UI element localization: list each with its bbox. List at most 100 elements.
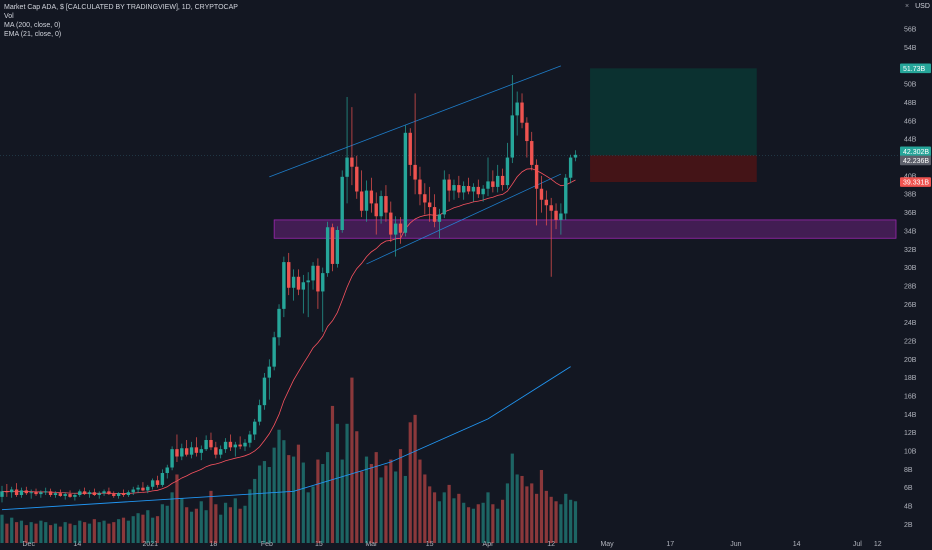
target-zone [590, 68, 757, 156]
volume-bar [214, 504, 218, 543]
candle-body [496, 175, 500, 187]
volume-bar [238, 508, 242, 543]
candle-body [204, 439, 208, 450]
price-axis-label: 48B [904, 100, 917, 107]
volume-bar [403, 475, 407, 543]
volume-bar [78, 520, 82, 543]
volume-bar [549, 496, 553, 543]
candle-body [534, 164, 539, 189]
volume-bar [117, 519, 121, 543]
time-axis-label: 14 [793, 541, 801, 548]
candle-body [525, 122, 529, 142]
close-icon[interactable]: × [905, 3, 910, 10]
volume-bar [321, 464, 325, 543]
currency-label: USD [915, 3, 930, 10]
stop-price-tag: 39.331B [903, 180, 929, 187]
volume-bar [287, 455, 291, 543]
volume-bar [442, 492, 446, 543]
volume-bar [160, 504, 164, 543]
volume-bar [10, 517, 14, 543]
volume-bar [0, 514, 4, 543]
volume-bar [296, 444, 301, 543]
candle-body [301, 282, 306, 290]
candle-body [194, 447, 199, 453]
ema-indicator-label[interactable]: EMA (21, close, 0) [4, 31, 62, 38]
candle-body [379, 196, 383, 217]
volume-bar [175, 474, 179, 543]
candle-body [219, 449, 223, 455]
candle-body [39, 492, 43, 495]
candle-body [418, 179, 422, 195]
volume-bar [131, 516, 135, 543]
price-axis-label: 10B [904, 449, 917, 456]
volume-bar [496, 508, 500, 543]
volume-bar [121, 517, 126, 543]
candle-body [5, 491, 9, 493]
symbol-title[interactable]: Market Cap ADA, $ [CALCULATED BY TRADING… [4, 4, 238, 11]
candle-body [510, 115, 514, 158]
volume-bar [510, 453, 514, 543]
candle-body [437, 214, 442, 222]
candle-body [34, 492, 38, 495]
volume-bar [520, 475, 524, 543]
candle-body [466, 185, 471, 192]
candle-body [321, 273, 325, 292]
volume-bar [199, 501, 203, 543]
volume-bar [194, 508, 198, 543]
currency-selector[interactable]: × USD [905, 3, 930, 10]
last-price-tag-bg [900, 146, 931, 157]
candle-body [29, 492, 33, 494]
time-axis-label: 2021 [142, 541, 158, 548]
volume-bar [564, 493, 568, 543]
volume-bar [491, 504, 495, 543]
candle-body [136, 487, 140, 490]
volume-bar [355, 431, 359, 543]
volume-bar [423, 474, 427, 543]
candle-body [345, 157, 349, 177]
volume-bar [141, 514, 145, 543]
ma-indicator-label[interactable]: MA (200, close, 0) [4, 22, 61, 29]
volume-bar [58, 526, 62, 543]
price-axis-label: 14B [904, 412, 917, 419]
price-axis-label: 50B [904, 82, 917, 89]
candle-body [160, 473, 165, 485]
candle-body [53, 493, 58, 496]
volume-bar [219, 514, 223, 543]
candle-body [442, 179, 446, 215]
candle-body [199, 449, 203, 453]
price-axis-label: 20B [904, 357, 917, 364]
volume-bar [107, 523, 111, 543]
candle-body [447, 179, 451, 191]
candle-body [476, 186, 480, 195]
time-axis-label: 17 [666, 541, 674, 548]
candle-body [505, 157, 510, 186]
candle-body [330, 227, 335, 264]
candle-body [121, 493, 126, 496]
candle-body [146, 486, 150, 491]
time-axis-label: 15 [315, 541, 323, 548]
candle-body [549, 205, 553, 211]
candle-body [184, 448, 189, 455]
ema-21-line [1, 168, 576, 494]
volume-bar [292, 456, 296, 543]
price-axis-label: 56B [904, 27, 917, 34]
time-axis-label: Jul [853, 541, 862, 548]
candle-body [277, 308, 281, 338]
candle-body [374, 203, 378, 217]
volume-bar [301, 462, 305, 543]
volume-bar [53, 523, 58, 543]
volume-bar [44, 522, 48, 543]
volume-bar [432, 492, 437, 543]
candle-body [554, 210, 558, 220]
price-axis-label: 38B [904, 192, 917, 199]
candle-body [500, 175, 505, 186]
price-axis-label: 16B [904, 393, 917, 400]
volume-bar [437, 501, 441, 543]
candle-body [408, 132, 412, 165]
candle-body [573, 154, 578, 158]
candle-body [150, 480, 155, 487]
volume-bar [87, 523, 92, 543]
volume-indicator-label[interactable]: Vol [4, 13, 14, 20]
